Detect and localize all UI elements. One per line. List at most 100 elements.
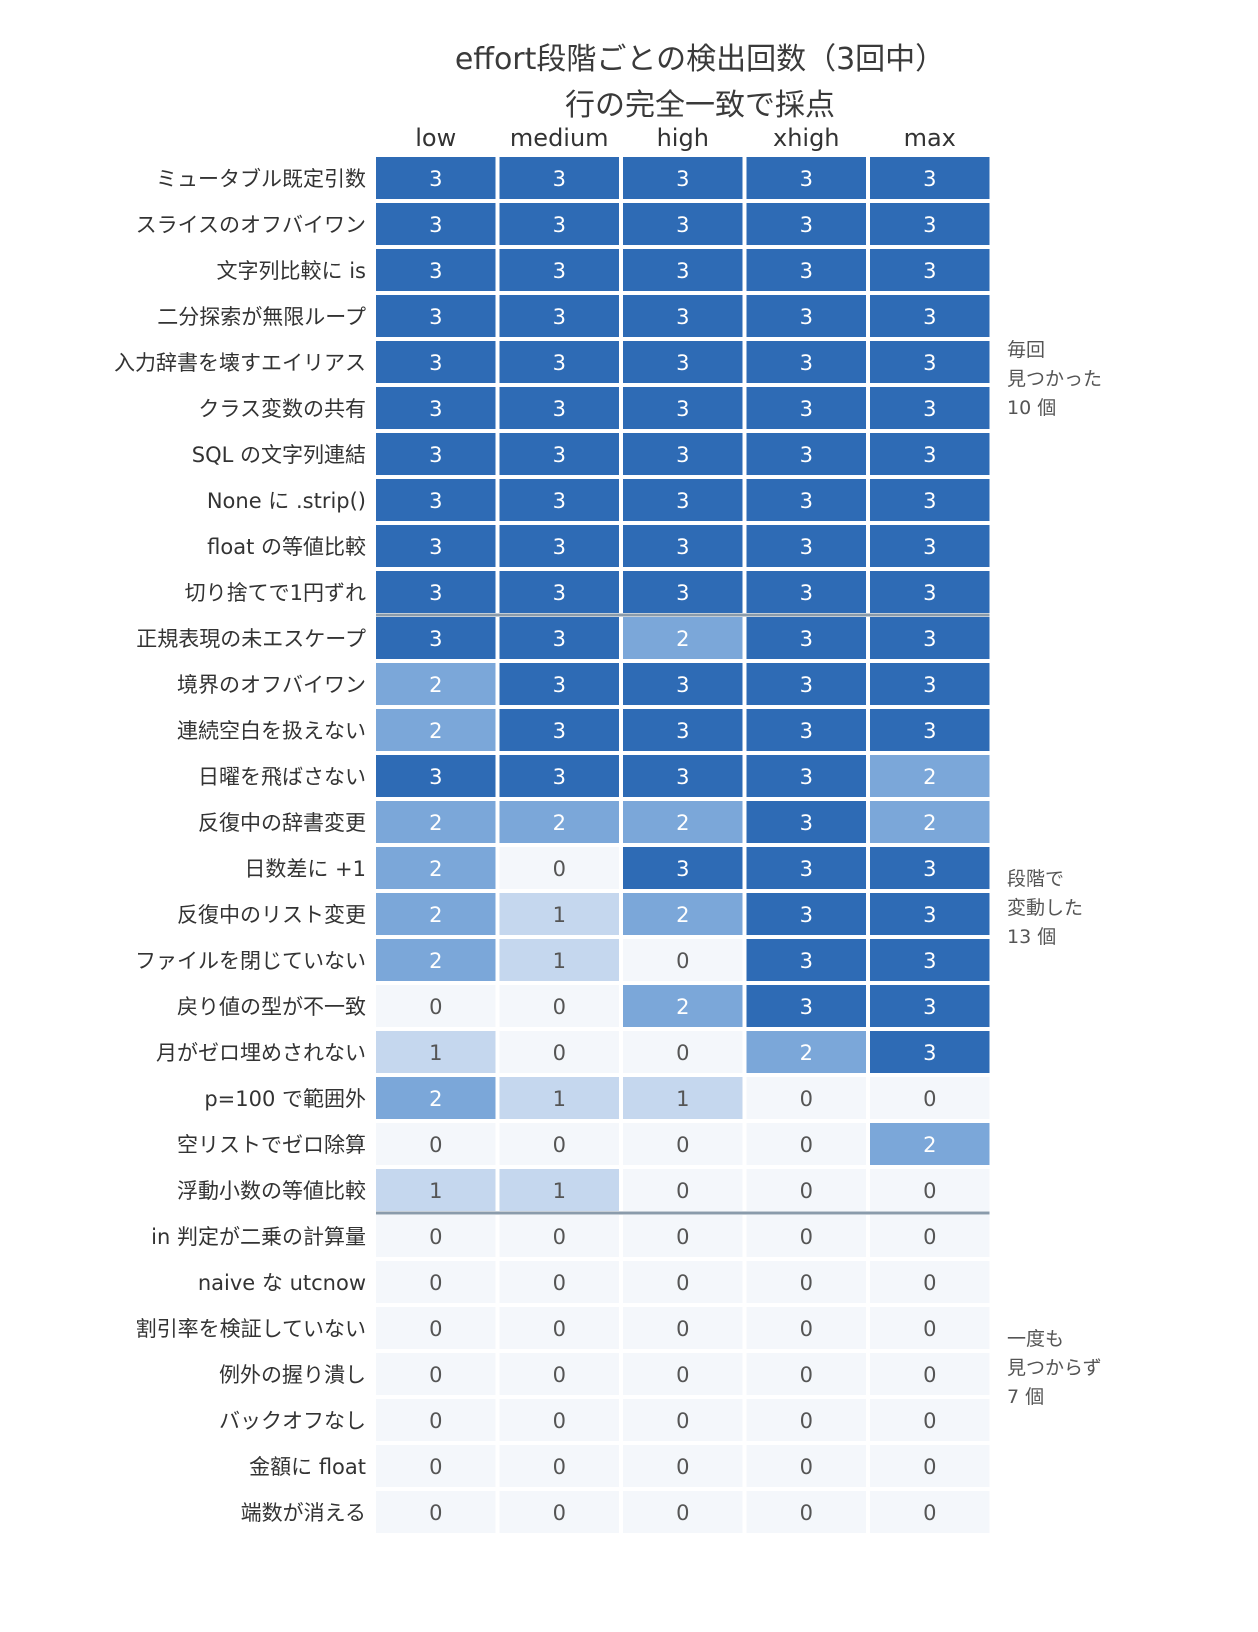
cell-value: 0 [800, 1409, 813, 1433]
row-label: p=100 で範囲外 [204, 1087, 366, 1111]
heatmap-cell [499, 295, 619, 337]
heatmap-cell [499, 433, 619, 475]
cell-value: 0 [800, 1225, 813, 1249]
row-label: スライスのオフバイワン [136, 213, 366, 237]
heatmap-cell [623, 203, 743, 245]
row-label: float の等値比較 [207, 535, 366, 559]
heatmap-cell [623, 249, 743, 291]
cell-value: 3 [676, 857, 689, 881]
heatmap-cell [499, 249, 619, 291]
heatmap-cell [746, 1261, 866, 1303]
heatmap-cell [376, 1215, 496, 1257]
cell-value: 0 [800, 1363, 813, 1387]
heatmap-cell [376, 755, 496, 797]
cell-value: 3 [429, 765, 442, 789]
cell-value: 0 [676, 1409, 689, 1433]
cell-value: 0 [676, 1041, 689, 1065]
heatmap-cell [870, 571, 990, 613]
cell-value: 3 [923, 213, 936, 237]
cell-value: 3 [553, 765, 566, 789]
row-label: ミュータブル既定引数 [156, 167, 366, 191]
cell-value: 3 [429, 535, 442, 559]
heatmap-cell [376, 295, 496, 337]
heatmap-cell [623, 617, 743, 659]
heatmap-cell [376, 1307, 496, 1349]
cell-value: 0 [923, 1501, 936, 1525]
heatmap-cell [746, 1215, 866, 1257]
cell-value: 3 [429, 305, 442, 329]
heatmap-cell [746, 571, 866, 613]
heatmap-cell [746, 341, 866, 383]
heatmap-cell [499, 203, 619, 245]
cell-value: 3 [676, 443, 689, 467]
cell-value: 3 [800, 581, 813, 605]
heatmap-cell [376, 1261, 496, 1303]
heatmap-cell [499, 1169, 619, 1211]
heatmap-cell [376, 1031, 496, 1073]
cell-value: 3 [676, 351, 689, 375]
cell-value: 2 [429, 811, 442, 835]
heatmap-cell [746, 1169, 866, 1211]
cell-value: 3 [923, 673, 936, 697]
cell-value: 0 [800, 1133, 813, 1157]
column-label-high: high [657, 124, 709, 152]
cell-value: 3 [923, 397, 936, 421]
cell-value: 0 [553, 1455, 566, 1479]
cell-value: 0 [429, 1317, 442, 1341]
heatmap-cell [623, 433, 743, 475]
cell-value: 3 [800, 351, 813, 375]
heatmap-cell [499, 1399, 619, 1441]
cell-value: 3 [923, 443, 936, 467]
cell-value: 2 [429, 719, 442, 743]
cell-value: 2 [923, 765, 936, 789]
heatmap-cell [870, 1445, 990, 1487]
row-label: None に .strip() [207, 489, 366, 513]
heatmap-cell [499, 1031, 619, 1073]
cell-value: 2 [429, 673, 442, 697]
heatmap-cell [870, 801, 990, 843]
heatmap-cell [746, 939, 866, 981]
heatmap-cell [376, 663, 496, 705]
heatmap-cell [623, 341, 743, 383]
chart-title-line-1: effort段階ごとの検出回数（3回中） [454, 42, 946, 77]
row-label: 戻り値の型が不一致 [177, 995, 366, 1019]
cell-value: 3 [923, 1041, 936, 1065]
cell-value: 3 [553, 719, 566, 743]
heatmap-cell [499, 663, 619, 705]
heatmap-cell [870, 709, 990, 751]
cell-value: 2 [923, 811, 936, 835]
cell-value: 0 [676, 1179, 689, 1203]
group-label: 一度も [1007, 1328, 1064, 1350]
cell-value: 2 [676, 627, 689, 651]
heatmap-cell [623, 847, 743, 889]
heatmap-cell [499, 1215, 619, 1257]
heatmap-cell [499, 157, 619, 199]
cell-value: 0 [800, 1317, 813, 1341]
cell-value: 0 [429, 1133, 442, 1157]
heatmap-cell [746, 663, 866, 705]
cell-value: 3 [553, 581, 566, 605]
heatmap-cell [623, 387, 743, 429]
heatmap-cell [499, 1077, 619, 1119]
heatmap-cell [870, 985, 990, 1027]
heatmap-cell [746, 1031, 866, 1073]
heatmap-cell [870, 1399, 990, 1441]
cell-value: 1 [553, 949, 566, 973]
cell-value: 2 [429, 857, 442, 881]
row-label: 月がゼロ埋めされない [156, 1041, 366, 1065]
cell-value: 0 [676, 1455, 689, 1479]
heatmap-cell [746, 1077, 866, 1119]
cell-value: 0 [676, 1501, 689, 1525]
cell-value: 3 [923, 305, 936, 329]
heatmap-cell [376, 1399, 496, 1441]
heatmap-cell [870, 525, 990, 567]
cell-value: 3 [800, 903, 813, 927]
row-label: 日数差に +1 [244, 857, 366, 881]
cell-value: 0 [429, 1501, 442, 1525]
heatmap-cell [376, 525, 496, 567]
cell-value: 2 [676, 903, 689, 927]
row-label: 端数が消える [241, 1501, 366, 1525]
cell-value: 0 [429, 1455, 442, 1479]
cell-value: 3 [676, 259, 689, 283]
heatmap-cell [870, 433, 990, 475]
